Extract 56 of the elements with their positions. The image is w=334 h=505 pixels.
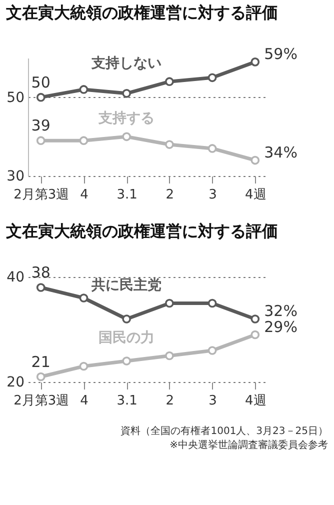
point: [122, 314, 132, 324]
y-tick-label: 20: [6, 374, 24, 390]
point: [250, 58, 260, 66]
x-tick-label: 2: [166, 188, 174, 202]
data-label: 32%: [264, 302, 298, 320]
chart-title: 文在寅大統領の政権運営に対する評価: [5, 222, 278, 240]
point: [122, 356, 132, 366]
point: [164, 298, 174, 308]
data-label: 34%: [264, 143, 298, 162]
x-tick-label: 4週: [245, 394, 266, 408]
text: ※中央選挙世論調査審議委員会参考: [168, 439, 329, 453]
point: [122, 132, 132, 142]
series-label: 国民の力: [98, 330, 155, 346]
data-label: 50: [31, 73, 50, 92]
x-tick-label: 2月第3週: [14, 188, 70, 202]
point: [36, 283, 46, 292]
point: [79, 362, 88, 371]
point: [164, 140, 174, 149]
x-tick-label: 3: [208, 188, 217, 202]
text: 資料（全国の有権者1001人、3月23－25日）: [120, 425, 329, 439]
point: [122, 88, 132, 98]
series-label: 支持しない: [90, 56, 162, 72]
x-tick-label: 3.1: [116, 394, 138, 408]
x-tick-label: 3: [208, 394, 217, 408]
point: [208, 144, 217, 153]
data-label: 39: [31, 116, 50, 135]
y-tick-label: 30: [6, 168, 24, 184]
x-tick-label: 4: [80, 188, 88, 202]
point: [164, 351, 174, 360]
point: [250, 314, 260, 324]
point: [79, 136, 88, 146]
chart-title: 文在寅大統領の政権運営に対する評価: [5, 2, 278, 22]
point: [208, 298, 217, 308]
x-tick-label: 4週: [245, 188, 266, 202]
point: [208, 346, 217, 355]
point: [36, 372, 46, 382]
data-label: 59%: [264, 44, 298, 63]
y-tick-label: 40: [6, 270, 24, 286]
point: [36, 136, 46, 146]
point: [79, 85, 88, 94]
series-label: 支持する: [98, 110, 155, 127]
x-tick-label: 2: [166, 394, 174, 408]
point: [250, 330, 260, 340]
point: [250, 156, 260, 165]
point: [79, 294, 88, 302]
data-label: 38: [31, 264, 50, 282]
data-label: 29%: [264, 318, 298, 336]
x-tick-label: 2月第3週: [14, 394, 70, 408]
point: [164, 77, 174, 86]
x-tick-label: 3.1: [116, 188, 138, 202]
x-tick-label: 4: [80, 394, 88, 408]
y-tick-label: 50: [6, 90, 24, 106]
series-label: 共に民主党: [90, 276, 162, 294]
point: [208, 73, 217, 82]
point: [36, 92, 46, 102]
data-label: 21: [31, 352, 50, 371]
